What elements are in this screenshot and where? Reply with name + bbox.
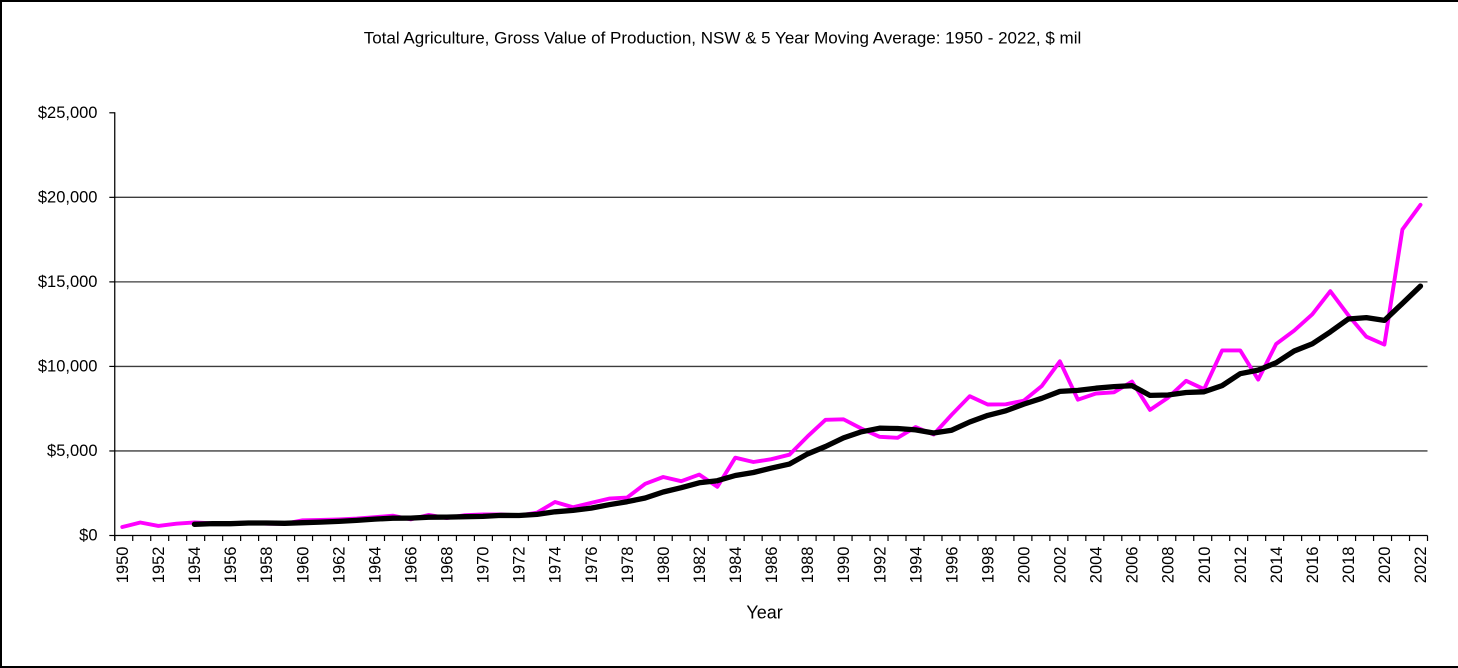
svg-text:2000: 2000 xyxy=(1016,547,1034,584)
svg-text:$25,000: $25,000 xyxy=(38,104,98,122)
svg-text:$15,000: $15,000 xyxy=(38,273,98,291)
svg-text:$20,000: $20,000 xyxy=(38,188,98,206)
svg-text:2002: 2002 xyxy=(1052,547,1070,584)
svg-text:$10,000: $10,000 xyxy=(38,358,98,376)
svg-text:1954: 1954 xyxy=(186,547,204,584)
svg-text:2004: 2004 xyxy=(1088,547,1106,584)
svg-text:1990: 1990 xyxy=(835,547,853,584)
svg-text:1974: 1974 xyxy=(547,547,565,584)
svg-text:$0: $0 xyxy=(79,527,97,545)
svg-text:1970: 1970 xyxy=(475,547,493,584)
svg-text:1982: 1982 xyxy=(691,547,709,584)
svg-text:1978: 1978 xyxy=(619,547,637,584)
svg-text:1972: 1972 xyxy=(511,547,529,584)
svg-text:1992: 1992 xyxy=(871,547,889,584)
svg-text:1986: 1986 xyxy=(763,547,781,584)
svg-text:1994: 1994 xyxy=(907,547,925,584)
svg-text:1950: 1950 xyxy=(114,547,132,584)
svg-text:2010: 2010 xyxy=(1196,547,1214,584)
svg-text:1968: 1968 xyxy=(439,547,457,584)
svg-text:Year: Year xyxy=(746,603,782,623)
svg-text:1966: 1966 xyxy=(402,547,420,584)
svg-text:2014: 2014 xyxy=(1268,547,1286,584)
svg-text:Total Agriculture, Gross Value: Total Agriculture, Gross Value of Produc… xyxy=(364,29,1082,48)
svg-text:2018: 2018 xyxy=(1340,547,1358,584)
svg-text:2012: 2012 xyxy=(1232,547,1250,584)
svg-text:1998: 1998 xyxy=(979,547,997,584)
svg-text:1958: 1958 xyxy=(258,547,276,584)
svg-text:1988: 1988 xyxy=(799,547,817,584)
svg-text:1960: 1960 xyxy=(294,547,312,584)
svg-text:2022: 2022 xyxy=(1412,547,1430,584)
svg-text:1976: 1976 xyxy=(583,547,601,584)
svg-text:2006: 2006 xyxy=(1124,547,1142,584)
svg-text:2008: 2008 xyxy=(1160,547,1178,584)
svg-text:1964: 1964 xyxy=(366,547,384,584)
svg-text:2016: 2016 xyxy=(1304,547,1322,584)
svg-text:1984: 1984 xyxy=(727,547,745,584)
svg-text:2020: 2020 xyxy=(1376,547,1394,584)
svg-text:1952: 1952 xyxy=(150,547,168,584)
svg-text:$5,000: $5,000 xyxy=(47,442,97,460)
svg-text:1996: 1996 xyxy=(943,547,961,584)
svg-text:1956: 1956 xyxy=(222,547,240,584)
svg-text:1962: 1962 xyxy=(330,547,348,584)
svg-text:1980: 1980 xyxy=(655,547,673,584)
